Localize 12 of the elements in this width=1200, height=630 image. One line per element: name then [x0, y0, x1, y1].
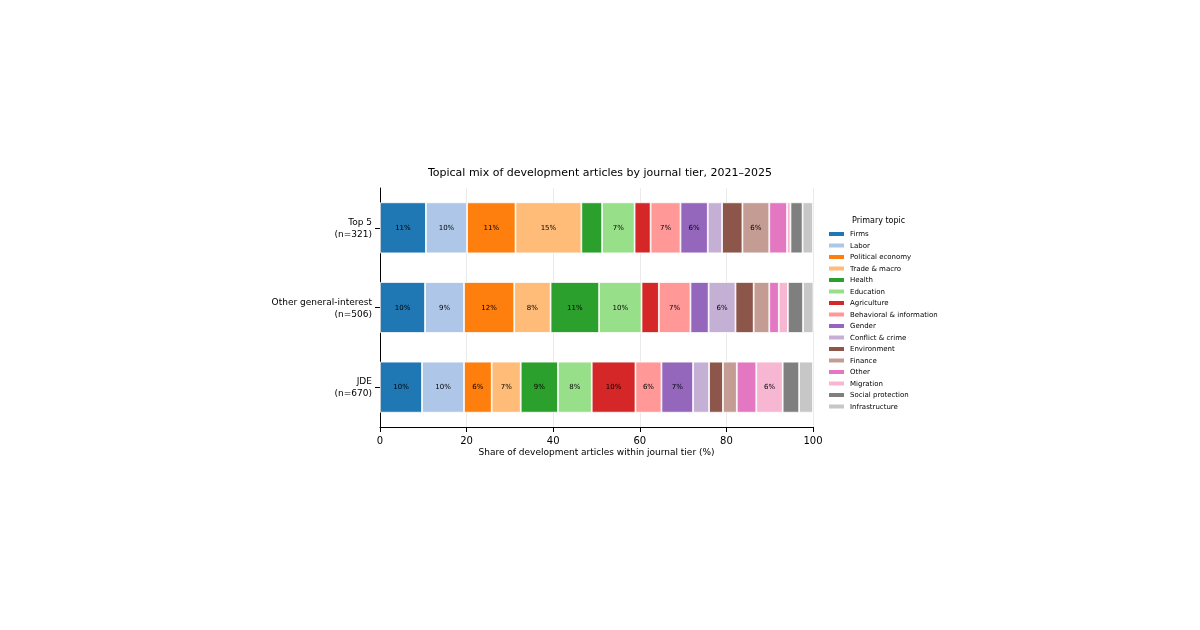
y-tick-label: Top 5 (n=321) [334, 216, 372, 239]
x-tick-label: 100 [803, 434, 823, 446]
x-tick-label: 60 [633, 434, 647, 446]
legend-title: Primary topic [852, 215, 906, 225]
x-tick-label: 40 [546, 434, 560, 446]
y-tick-label: JDE (n=670) [334, 376, 373, 399]
x-axis-title: Share of development articles within journal tier (%) [478, 446, 715, 457]
y-tick-label: Other general-interest (n=506) [271, 296, 373, 319]
x-tick-label: 20 [460, 434, 473, 446]
x-tick-label: 80 [720, 434, 733, 446]
chart-title: Topical mix of development articles by journal tier, 2021–2025 [426, 166, 773, 179]
x-tick-label: 0 [376, 434, 384, 446]
